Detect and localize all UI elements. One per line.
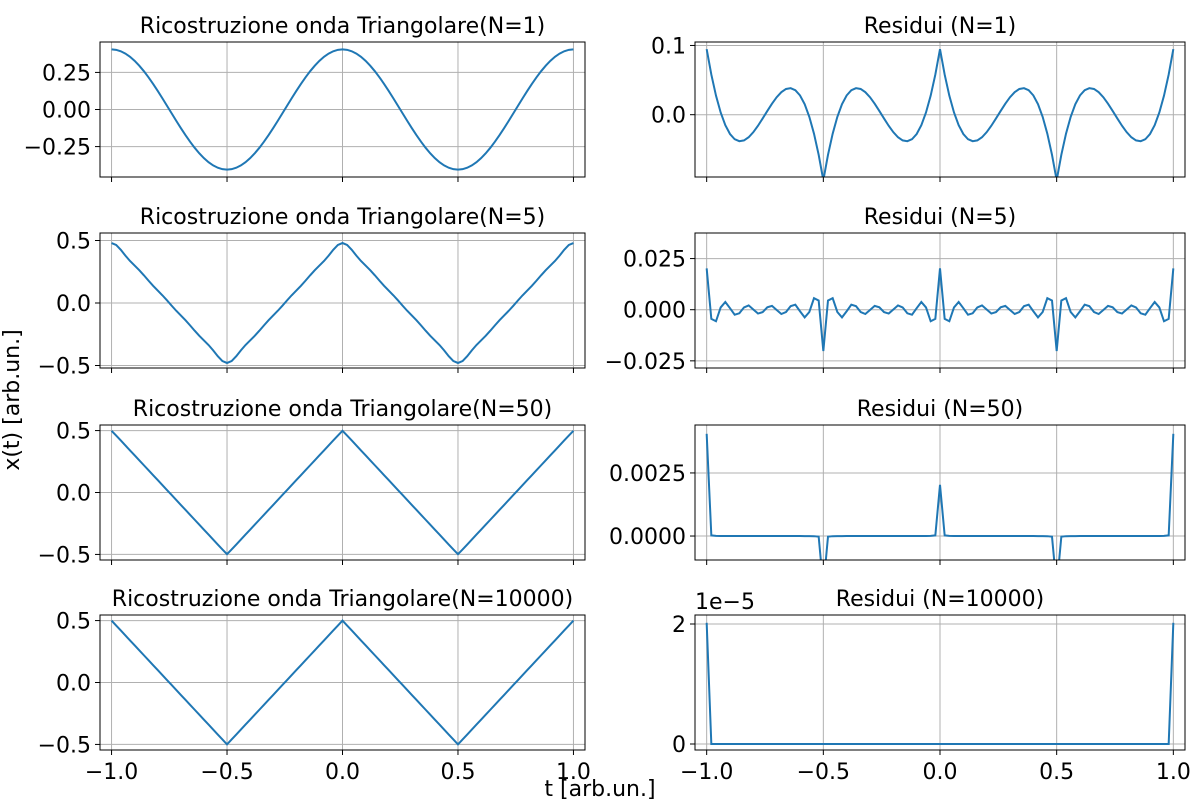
subplot-5: −0.5 0.0 0.5 Ricostruzione onda Triangolare… xyxy=(38,397,586,568)
series-line xyxy=(705,622,1175,745)
x-tick-label: 0.0 xyxy=(325,760,360,785)
y-offset-text: 1e−5 xyxy=(695,590,755,615)
subplot-6: 0.0000 0.0025 Residui (N=50) xyxy=(609,397,1186,565)
x-tick-label: 1.0 xyxy=(556,760,591,785)
y-tick-label: 0.1 xyxy=(651,34,686,59)
x-tick-label: −0.5 xyxy=(797,760,850,785)
figure-y-label: x(t) [arb.un.] xyxy=(0,329,25,470)
subplot-2: 0.0 0.1 Residui (N=1) xyxy=(651,14,1186,182)
x-tick-label: −1.0 xyxy=(85,760,138,785)
series-line xyxy=(110,429,575,556)
y-tick-label: 0.25 xyxy=(42,61,91,86)
y-tick-label: −0.5 xyxy=(38,543,91,568)
x-tick-label: −0.5 xyxy=(200,760,253,785)
y-tick-label: −0.5 xyxy=(38,733,91,758)
x-tick-label: 0.0 xyxy=(923,760,958,785)
subplot-8: 0 2 −1.0 −0.5 0.0 0.5 1.0 Residui (N=10000) 1e−5 xyxy=(672,587,1191,785)
y-tick-label: 0.000 xyxy=(623,299,686,324)
y-tick-label: 0.0 xyxy=(651,104,686,129)
y-tick-label: −0.025 xyxy=(605,350,686,375)
subplot-7: −0.50.00.5−1.0 −0.5 0.0 0.5 1.0Ricostruzione… xyxy=(38,587,591,785)
y-tick-label: 0.025 xyxy=(623,248,686,273)
series-line xyxy=(111,241,574,365)
y-tick-label: 0.00 xyxy=(42,99,91,124)
series-line xyxy=(110,619,575,746)
x-tick-label: 0.5 xyxy=(1039,760,1074,785)
y-tick-label: 0.5 xyxy=(56,420,91,445)
y-tick-label: 0.0025 xyxy=(609,462,686,487)
subplot-title: Ricostruzione onda Triangolare(N=10000) xyxy=(112,587,573,612)
y-tick-label: −0.25 xyxy=(24,136,91,161)
subplot-title: Ricostruzione onda Triangolare(N=5) xyxy=(140,205,545,230)
y-tick-label: 0.0 xyxy=(56,292,91,317)
subplot-title: Ricostruzione onda Triangolare(N=1) xyxy=(140,14,545,39)
subplot-title: Residui (N=5) xyxy=(864,205,1016,230)
subplot-4: −0.025 0.000 0.025 Residui (N=5) xyxy=(605,205,1186,375)
y-tick-label: 0.0 xyxy=(56,482,91,507)
figure-x-label: t [arb.un.] xyxy=(544,777,655,800)
series-line xyxy=(705,433,1175,560)
series-line xyxy=(705,48,1175,177)
y-tick-label: −0.5 xyxy=(38,355,91,380)
x-tick-label: 0.5 xyxy=(440,760,475,785)
subplot-1: −0.25 0.00 0.25 Ricostruzione onda Triangol… xyxy=(24,14,586,182)
y-tick-label: 0.5 xyxy=(56,610,91,635)
y-tick-label: 0.0 xyxy=(56,672,91,697)
subplot-3: −0.5 0.0 0.5 Ricostruzione onda Triangolare… xyxy=(38,205,586,380)
subplot-title: Residui (N=1) xyxy=(864,14,1016,39)
y-tick-label: 0.0000 xyxy=(609,525,686,550)
y-tick-label: 2 xyxy=(672,613,686,638)
series-line xyxy=(705,268,1175,352)
subplot-title: Residui (N=50) xyxy=(857,397,1023,422)
y-tick-label: 0.5 xyxy=(56,230,91,255)
subplot-title: Ricostruzione onda Triangolare(N=50) xyxy=(133,397,552,422)
y-tick-label: 0 xyxy=(672,733,686,758)
series-line xyxy=(111,48,574,171)
x-tick-label: −1.0 xyxy=(680,760,733,785)
x-tick-label: 1.0 xyxy=(1156,760,1191,785)
subplot-title: Residui (N=10000) xyxy=(836,587,1044,612)
